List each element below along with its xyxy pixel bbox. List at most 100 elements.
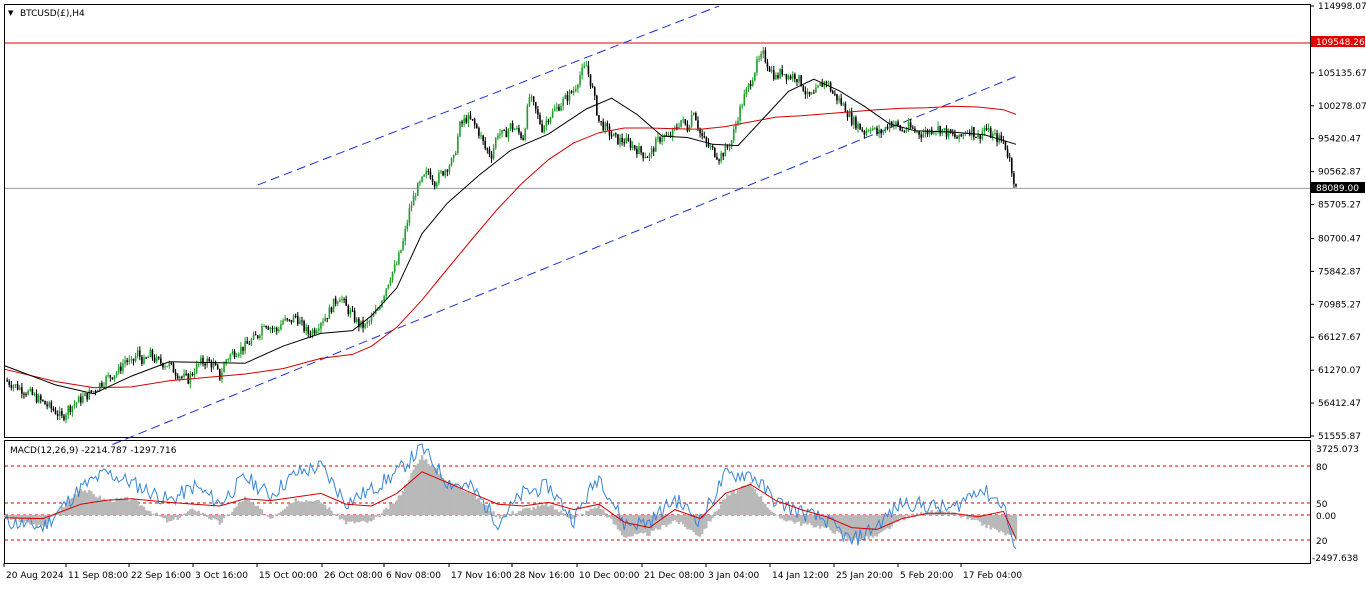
candle-bear — [646, 157, 649, 159]
macd-histogram-bar — [163, 515, 167, 519]
macd-histogram-bar — [153, 513, 156, 516]
candle-bear — [267, 327, 270, 330]
time-tick-label: 17 Nov 16:00 — [451, 571, 512, 581]
macd-histogram-bar — [1004, 515, 1007, 536]
symbol-dropdown-arrow-icon[interactable]: ▼ — [8, 9, 14, 17]
macd-histogram-bar — [970, 515, 973, 521]
macd-histogram-bar — [279, 511, 283, 516]
macd-histogram-bar — [922, 515, 925, 516]
macd-histogram-bar — [256, 505, 259, 516]
candle-bull — [65, 414, 67, 420]
candle-bear — [488, 149, 491, 155]
candle-bull — [149, 349, 152, 357]
macd-histogram-bar — [412, 469, 415, 516]
candle-bull — [377, 309, 379, 311]
candle-bull — [336, 301, 339, 304]
macd-histogram-bar — [966, 515, 969, 520]
candle-bear — [985, 128, 988, 131]
macd-histogram-bar — [243, 496, 247, 516]
macd-histogram-bar — [770, 511, 773, 516]
macd-histogram-bar — [121, 498, 125, 516]
candle-bear — [1000, 135, 1003, 140]
macd-histogram-bar — [418, 459, 422, 516]
macd-histogram-bar — [865, 515, 868, 537]
macd-histogram-bar — [357, 515, 361, 523]
macd-histogram-bar — [734, 493, 738, 516]
candle-bull — [423, 174, 425, 177]
macd-histogram-bar — [709, 515, 712, 522]
macd-histogram-bar — [429, 465, 432, 516]
macd-histogram-bar — [772, 512, 775, 516]
candle-bull — [551, 111, 554, 118]
macd-histogram-bar — [267, 515, 270, 517]
candle-bear — [86, 393, 88, 400]
candle-bull — [444, 170, 447, 176]
macd-histogram-bar — [109, 498, 112, 516]
macd-histogram-bar — [12, 515, 15, 520]
macd-histogram-bar — [479, 502, 483, 516]
macd-histogram-bar — [785, 515, 788, 522]
candle-bull — [798, 75, 800, 82]
macd-histogram-bar — [762, 501, 765, 516]
candle-bull — [318, 328, 320, 331]
macd-histogram-bar — [361, 515, 365, 521]
candle-bear — [80, 396, 82, 403]
macd-histogram-bar — [26, 515, 30, 523]
candle-bear — [615, 133, 617, 135]
macd-histogram-bar — [193, 510, 196, 516]
macd-histogram-bar — [363, 515, 367, 522]
candle-bull — [37, 395, 40, 403]
candle-bear — [210, 361, 213, 368]
macd-histogram-bar — [450, 483, 453, 516]
macd-histogram-bar — [513, 513, 516, 516]
macd-histogram-bar — [96, 497, 99, 516]
candle-bear — [859, 123, 861, 130]
candle-bear — [248, 343, 251, 345]
macd-histogram-bar — [690, 515, 693, 531]
macd-histogram-bar — [802, 515, 805, 524]
macd-histogram-bar — [180, 515, 184, 516]
macd-histogram-bar — [416, 463, 420, 516]
macd-histogram-bar — [147, 510, 150, 516]
candle-bull — [387, 284, 390, 289]
macd-histogram-bar — [410, 473, 413, 516]
candle-bull — [992, 133, 994, 138]
macd-histogram-bar — [964, 515, 967, 517]
macd-histogram-bar — [454, 484, 457, 516]
macd-histogram-bar — [431, 465, 434, 516]
macd-histogram-bar — [50, 515, 53, 518]
macd-histogram-bar — [793, 515, 797, 524]
macd-histogram-bar — [334, 514, 337, 516]
macd-histogram-bar — [52, 515, 55, 516]
candle-bear — [35, 393, 38, 403]
macd-histogram-bar — [73, 494, 76, 516]
price-tick-label: 80700.47 — [1318, 234, 1361, 244]
candle-bull — [250, 339, 253, 345]
candle-bear — [52, 408, 55, 411]
candle-bear — [1015, 183, 1017, 187]
candle-bull — [454, 152, 457, 156]
candle-bull — [240, 346, 242, 354]
macd-histogram-bar — [880, 515, 883, 533]
macd-histogram-bar — [258, 508, 262, 516]
candle-bear — [772, 69, 775, 80]
candle-bull — [513, 129, 516, 131]
candle-bull — [355, 318, 358, 322]
candle-bull — [779, 69, 781, 79]
macd-histogram-bar — [669, 515, 672, 524]
candle-bull — [585, 65, 588, 67]
candle-bear — [358, 318, 360, 328]
macd-histogram-bar — [580, 513, 584, 516]
macd-histogram-bar — [342, 515, 346, 521]
candle-bear — [834, 93, 836, 95]
macd-level-label-80: 80 — [1316, 463, 1328, 473]
candle-bull — [328, 307, 331, 319]
candle-bear — [840, 98, 842, 105]
candle-bull — [690, 115, 693, 127]
candle-bear — [642, 152, 644, 158]
candle-bull — [292, 315, 295, 323]
macd-histogram-bar — [759, 496, 763, 516]
macd-histogram-bar — [524, 508, 527, 516]
macd-histogram-group — [3, 455, 1018, 542]
